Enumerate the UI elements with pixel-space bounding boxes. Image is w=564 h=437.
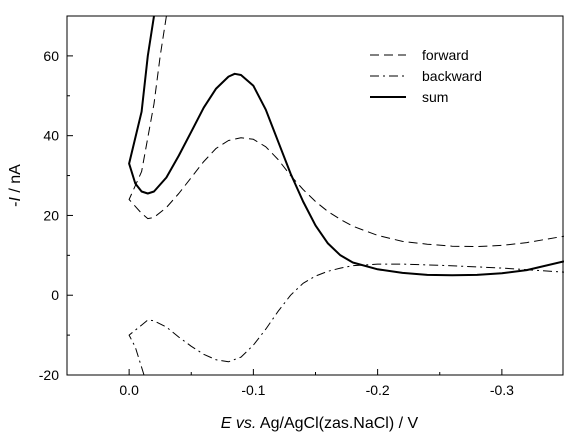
series-layer <box>128 16 564 375</box>
x-axis-title: E vs. Ag/AgCl(zas.NaCl) / V <box>221 415 419 432</box>
y-tick-label: 60 <box>43 48 59 64</box>
x-tick-label: 0.0 <box>119 382 139 398</box>
plot-frame <box>66 15 564 376</box>
legend-label-backward: backward <box>422 68 482 84</box>
x-tick-label: -0.2 <box>366 382 390 398</box>
y-tick-label: 40 <box>43 128 59 144</box>
legend-label-sum: sum <box>422 89 448 105</box>
y-tick-label: -20 <box>39 367 59 383</box>
legend-label-forward: forward <box>422 47 469 63</box>
legend: forward backward sum <box>370 47 482 105</box>
y-tick-label: 20 <box>43 207 59 223</box>
y-axis-ticks: -20 0 20 40 60 <box>39 15 73 383</box>
x-tick-label: -0.3 <box>490 382 514 398</box>
series-line-backward <box>128 263 564 375</box>
x-axis-ticks: 0.0 -0.1 -0.2 -0.3 <box>119 369 514 398</box>
y-tick-label: 0 <box>51 287 59 303</box>
series-line-forward <box>128 16 564 248</box>
x-tick-label: -0.1 <box>241 382 265 398</box>
y-axis-title: -I / nA <box>7 164 24 207</box>
series-line-sum <box>128 16 564 277</box>
